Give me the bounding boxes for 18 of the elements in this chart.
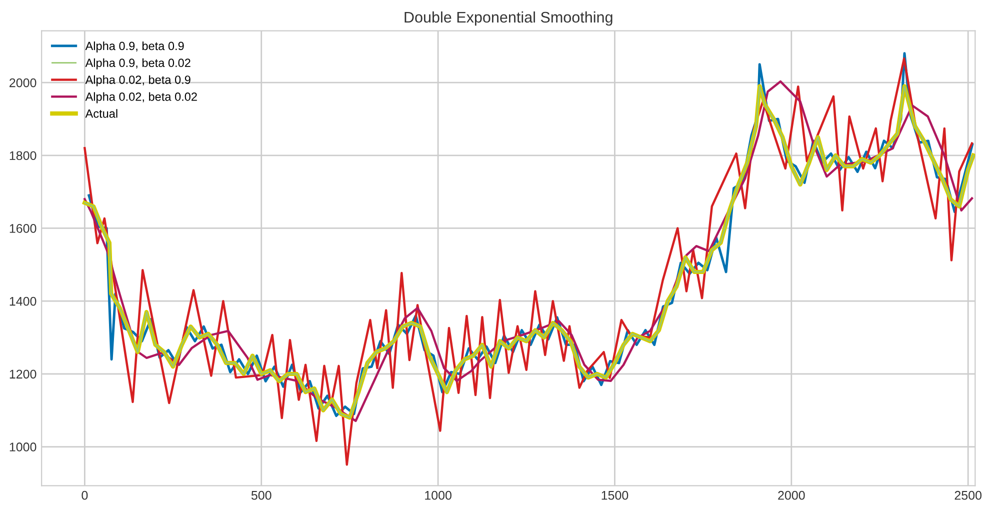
legend-label: Alpha 0.02, beta 0.9 [85,75,190,86]
legend-label: Alpha 0.02, beta 0.02 [85,92,197,104]
y-tick-label: 1800 [10,151,36,160]
chart-title: Double Exponential Smoothing [404,11,612,26]
y-tick-label: 1200 [10,370,36,379]
x-tick-label: 2500 [954,490,982,500]
x-tick-label: 1500 [602,490,628,500]
legend-label: Alpha 0.9, beta 0.9 [85,41,184,52]
x-tick-label: 500 [251,490,272,500]
legend-label: Alpha 0.9, beta 0.02 [85,58,190,70]
y-tick-label: 2000 [10,78,36,88]
y-tick-label: 1600 [10,224,36,233]
y-tick-label: 1000 [10,442,36,452]
x-tick-label: 2000 [778,490,805,500]
x-tick-label: 1000 [425,490,452,500]
y-tick-label: 1400 [10,296,36,306]
x-tick-label: 0 [82,490,88,500]
legend-label: Actual [85,109,118,118]
